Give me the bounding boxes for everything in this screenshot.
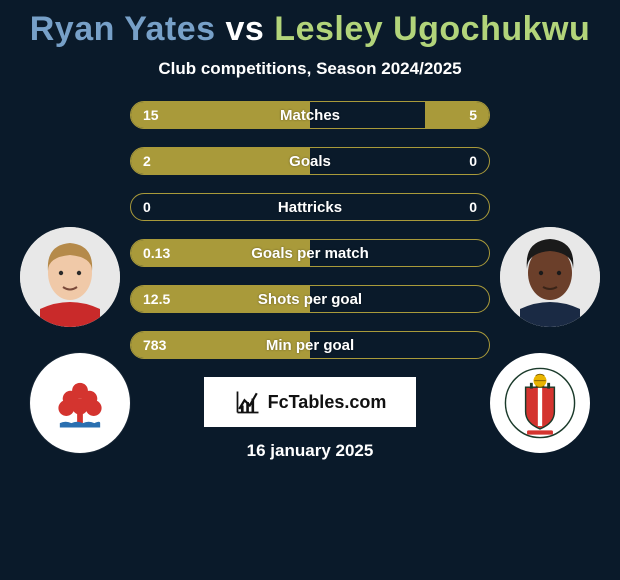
club2-badge: [490, 353, 590, 453]
stat-label: Matches: [131, 102, 489, 128]
watermark-text: FcTables.com: [268, 392, 387, 413]
player2-avatar-svg: [500, 227, 600, 327]
stats-area: Matches155Goals20Hattricks00Goals per ma…: [10, 101, 610, 461]
stat-value-left: 2: [143, 148, 151, 174]
club1-badge-svg: [44, 367, 116, 439]
subtitle: Club competitions, Season 2024/2025: [10, 59, 610, 79]
player1-avatar: [20, 227, 120, 327]
comparison-title: Ryan Yates vs Lesley Ugochukwu: [10, 10, 610, 49]
stat-value-right: 0: [469, 194, 477, 220]
stat-rows: Matches155Goals20Hattricks00Goals per ma…: [130, 101, 490, 359]
player1-name: Ryan Yates: [30, 10, 216, 48]
stat-label: Shots per goal: [131, 286, 489, 312]
stat-value-left: 0: [143, 194, 151, 220]
watermark: FcTables.com: [204, 377, 416, 427]
chart-icon: [234, 388, 262, 416]
stat-value-left: 12.5: [143, 286, 170, 312]
stat-row: Hattricks0 0: [130, 193, 490, 221]
stat-label: Hattricks: [131, 194, 489, 220]
stat-row: Goals per match0.13: [130, 239, 490, 267]
vs-text: vs: [226, 10, 265, 48]
player1-avatar-svg: [20, 227, 120, 327]
stat-value-left: 15: [143, 102, 159, 128]
stat-value-left: 783: [143, 332, 166, 358]
stat-value-left: 0.13: [143, 240, 170, 266]
stat-row: Shots per goal12.5: [130, 285, 490, 313]
stat-label: Goals per match: [131, 240, 489, 266]
stat-row: Goals2 0: [130, 147, 490, 175]
club1-badge: [30, 353, 130, 453]
club2-badge-svg: [504, 367, 576, 439]
stat-label: Goals: [131, 148, 489, 174]
player2-name: Lesley Ugochukwu: [274, 10, 590, 48]
stat-row: Matches15 5: [130, 101, 490, 129]
stat-row: Min per goal783: [130, 331, 490, 359]
stat-value-right: 5: [469, 102, 477, 128]
stat-value-right: 0: [469, 148, 477, 174]
player2-avatar: [500, 227, 600, 327]
stat-label: Min per goal: [131, 332, 489, 358]
